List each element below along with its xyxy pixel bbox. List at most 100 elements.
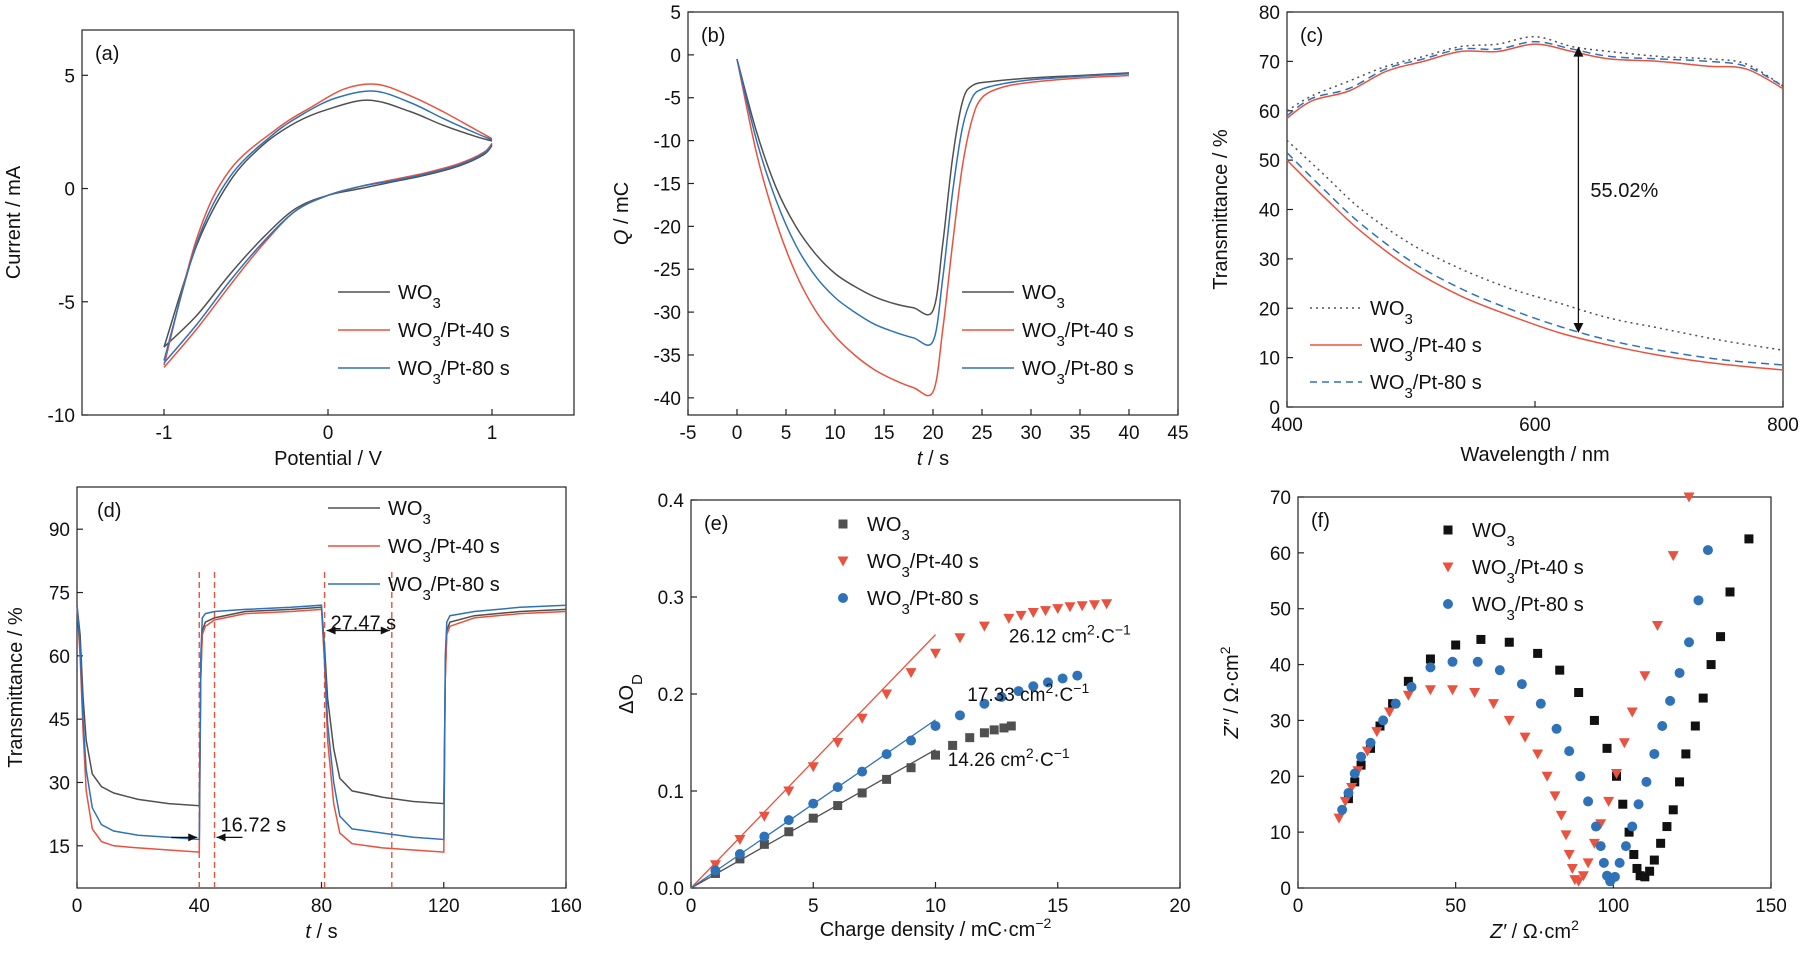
legend-label-pt40-part: 3 <box>1506 570 1514 587</box>
point-pt80 <box>1057 673 1068 684</box>
point-pt40 <box>1371 727 1383 738</box>
point-pt80 <box>1702 545 1713 556</box>
x-tick-label: 160 <box>550 896 582 917</box>
legend-label-pt40: WO3/Pt-40 s <box>398 320 510 350</box>
slope-label-pt80-part: 17.33 cm <box>967 685 1045 706</box>
y-tick-label: 30 <box>49 773 70 794</box>
legend-marker-wo3 <box>1443 525 1453 535</box>
panel-label: (e) <box>704 513 728 535</box>
point-pt40 <box>1651 620 1663 631</box>
series-pt80-anodic <box>163 143 493 364</box>
point-pt80 <box>1595 841 1606 852</box>
slope-label-pt80-part: −1 <box>1073 680 1089 696</box>
series-pt80-colored <box>1286 152 1784 366</box>
point-wo3 <box>1656 838 1666 848</box>
x-tick-label: 25 <box>971 423 992 444</box>
legend-label-pt40: WO3/Pt-40 s <box>1472 557 1584 587</box>
panel-b-charge: -5 0 5 10 15 20 25 30 35 40 4550-5-10-15-20-25-30-… <box>611 3 1189 470</box>
panel-label: (c) <box>1300 25 1323 47</box>
y-tick-label: 0 <box>670 46 681 67</box>
point-pt40 <box>1532 749 1544 760</box>
point-wo3 <box>1451 640 1461 650</box>
point-pt40 <box>1027 608 1039 619</box>
legend-label-pt80-part: 3 <box>901 601 909 618</box>
legend-label-pt80-part: /Pt-80 s <box>1515 594 1584 616</box>
point-pt80 <box>1614 857 1625 868</box>
modulation-label: 55.02% <box>1590 180 1658 202</box>
legend-label-pt40-part: /Pt-40 s <box>1413 335 1482 357</box>
x-tick-label: 20 <box>1169 896 1190 917</box>
x-axis-title: t / s <box>305 921 337 943</box>
series-wo3-bleached <box>1286 35 1784 112</box>
point-pt40 <box>1541 771 1553 782</box>
point-wo3 <box>1589 715 1599 725</box>
arrow-head-down <box>1573 322 1584 333</box>
x-tick-label: 800 <box>1767 415 1799 436</box>
y-tick-label: 30 <box>1259 250 1280 271</box>
point-wo3 <box>1649 855 1659 865</box>
series-pt80 <box>76 604 567 841</box>
point-pt40 <box>1424 685 1436 696</box>
legend-label-pt80-part: /Pt-80 s <box>431 574 500 596</box>
point-pt40 <box>1003 613 1015 624</box>
legend-label-pt80-part: /Pt-80 s <box>1413 372 1482 394</box>
legend-label-pt40-part: 3 <box>422 549 430 566</box>
x-axis-title: Z′ / Ω·cm2 <box>1489 917 1579 943</box>
legend-label-pt80-part: 3 <box>1404 385 1412 402</box>
series-wo3-cathodic <box>163 99 493 348</box>
point-wo3 <box>979 728 989 738</box>
point-pt80 <box>1028 681 1039 692</box>
point-wo3 <box>906 763 916 773</box>
point-wo3 <box>1668 805 1678 815</box>
y-tick-label: 45 <box>49 710 70 731</box>
point-pt80 <box>1406 681 1417 692</box>
x-tick-label: 600 <box>1519 415 1551 436</box>
point-pt40 <box>1088 600 1100 611</box>
point-pt40 <box>1588 838 1600 849</box>
point-wo3 <box>759 839 769 849</box>
point-pt40 <box>1610 768 1622 779</box>
y-axis-title: Current / mA <box>3 165 25 279</box>
legend-marker-pt80 <box>838 593 848 603</box>
y-tick-label: 60 <box>1259 102 1280 123</box>
point-pt40 <box>1447 685 1459 696</box>
point-pt40 <box>1566 863 1578 874</box>
point-pt40 <box>1503 715 1515 726</box>
point-pt40 <box>1549 791 1561 802</box>
legend-label-pt40-part: WO <box>1022 320 1056 342</box>
x-tick-label: 30 <box>1020 423 1041 444</box>
y-axis-title-part: 2 <box>1217 646 1233 654</box>
point-pt40 <box>1052 604 1064 615</box>
legend-label-wo3-part: 3 <box>432 295 440 312</box>
y-tick-label: 40 <box>1259 201 1280 222</box>
series-pt80 <box>736 59 1130 346</box>
point-pt40 <box>1667 551 1679 562</box>
point-pt40 <box>1101 599 1113 610</box>
legend-label-wo3-part: 3 <box>1404 311 1412 328</box>
point-wo3 <box>965 733 975 743</box>
y-tick-label: -30 <box>654 303 681 324</box>
point-wo3 <box>1645 866 1655 876</box>
x-tick-label: 400 <box>1271 415 1303 436</box>
point-wo3 <box>1504 637 1514 647</box>
point-pt80 <box>783 815 794 826</box>
legend-label-wo3: WO3 <box>1022 282 1065 312</box>
point-pt80 <box>906 735 917 746</box>
point-pt80 <box>759 831 770 842</box>
y-tick-label: 90 <box>49 520 70 541</box>
y-tick-label: 0.3 <box>658 588 684 609</box>
point-pt80 <box>1390 698 1401 709</box>
plot-frame <box>1286 11 1784 408</box>
y-axis-title: Q / mC <box>611 182 633 245</box>
y-tick-label: -15 <box>654 174 681 195</box>
legend-label-wo3: WO3 <box>1370 298 1413 328</box>
point-wo3 <box>1425 654 1435 664</box>
series-pt40-bleached <box>1286 43 1784 119</box>
point-pt40 <box>807 762 819 773</box>
point-wo3 <box>999 723 1009 733</box>
x-tick-label: 50 <box>1445 896 1466 917</box>
point-pt80 <box>1516 679 1527 690</box>
